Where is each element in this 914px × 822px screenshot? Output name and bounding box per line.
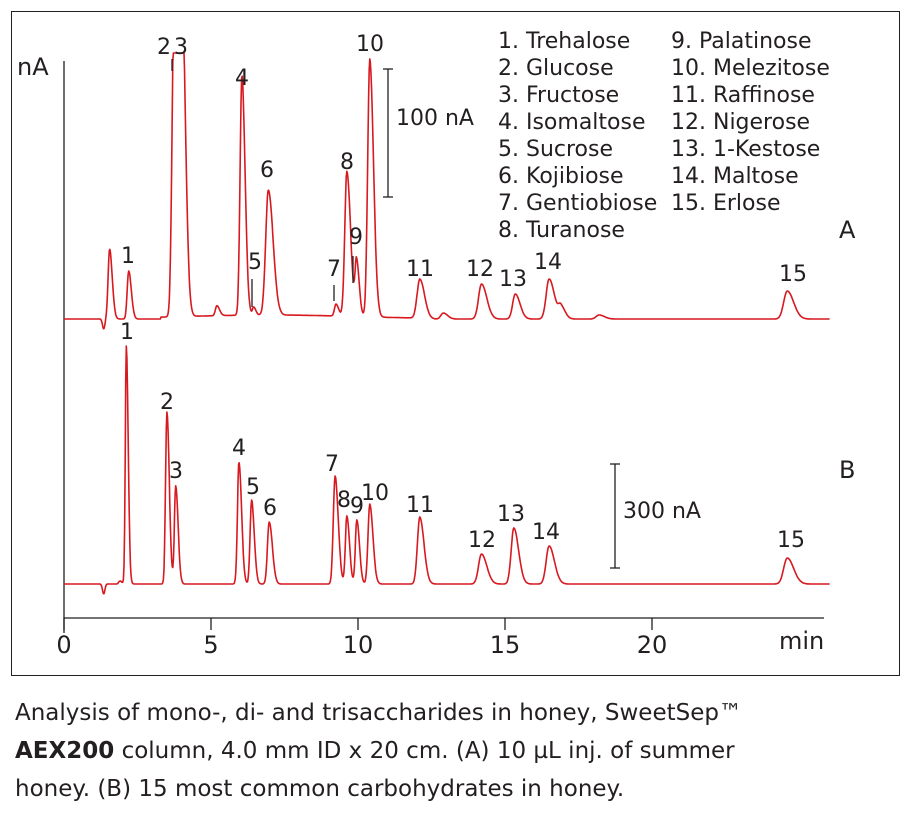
peak-label: 4 <box>235 66 249 91</box>
peak-label: 11 <box>406 257 434 282</box>
peak-label: 8 <box>337 488 351 513</box>
peak-label: 4 <box>232 436 246 461</box>
peak-label: 12 <box>468 528 496 553</box>
caption-line-2: AEX200 column, 4.0 mm ID x 20 cm. (A) 10… <box>15 732 900 770</box>
peak-label: 3 <box>174 35 188 60</box>
peak-label: 10 <box>356 32 384 57</box>
chromatogram-plot: nA min 0 5 10 15 20 100 nA 300 nA A B 12 3456… <box>17 29 856 659</box>
caption-line-2-rest: column, 4.0 mm ID x 20 cm. (A) 10 µL inj… <box>114 738 735 764</box>
legend-item: 4. Isomaltose <box>498 110 646 135</box>
legend-item: 9. Palatinose <box>671 29 811 54</box>
x-tick-label: 5 <box>203 631 218 659</box>
peak-label: 5 <box>246 475 260 500</box>
legend-item: 11. Raffinose <box>671 83 815 108</box>
legend-item: 3. Fructose <box>498 83 619 108</box>
panel-label-a: A <box>839 216 856 244</box>
peak-label: 14 <box>534 250 562 275</box>
trace-b <box>63 345 830 595</box>
peak-label: 7 <box>325 452 339 477</box>
legend-item: 2. Glucose <box>498 56 614 81</box>
peak-label: 13 <box>499 267 527 292</box>
legend-item: 10. Melezitose <box>671 56 830 81</box>
figure-caption: Analysis of mono-, di- and trisaccharide… <box>15 694 900 808</box>
x-axis-unit: min <box>779 627 824 655</box>
peak-label: 8 <box>340 150 354 175</box>
legend-item: 15. Erlose <box>671 191 781 216</box>
scale-bar-b: 300 nA <box>610 463 701 569</box>
legend-item: 13. 1-Kestose <box>671 137 820 162</box>
peak-label: 9 <box>349 225 363 250</box>
caption-line-1: Analysis of mono-, di- and trisaccharide… <box>15 700 742 726</box>
legend-item: 12. Nigerose <box>671 110 810 135</box>
peak-label: 11 <box>406 493 434 518</box>
peak-label: 10 <box>361 481 389 506</box>
scale-bar-a: 100 nA <box>383 68 474 198</box>
peak-label: 5 <box>248 250 262 275</box>
legend-item: 8. Turanose <box>498 218 625 243</box>
peak-label: 7 <box>327 257 341 282</box>
legend: 1. Trehalose 2. Glucose 3. Fructose 4. I… <box>498 29 830 243</box>
legend-item: 7. Gentiobiose <box>498 191 657 216</box>
legend-item: 1. Trehalose <box>498 29 630 54</box>
x-tick-label: 15 <box>490 631 521 659</box>
peak-label: 12 <box>466 257 494 282</box>
x-ticks: 0 5 10 15 20 <box>56 618 667 659</box>
y-axis-label: nA <box>17 53 49 81</box>
scale-bar-a-label: 100 nA <box>396 106 474 131</box>
peak-label: 15 <box>777 528 805 553</box>
peak-label: 6 <box>260 158 274 183</box>
peak-label: 14 <box>532 520 560 545</box>
caption-line-3: honey. (B) 15 most common carbohydrates … <box>15 776 625 802</box>
trace-a <box>63 52 830 330</box>
legend-item: 14. Maltose <box>671 164 799 189</box>
legend-item: 6. Kojibiose <box>498 164 624 189</box>
caption-bold-text: AEX200 <box>15 738 115 764</box>
peak-label: 3 <box>169 459 183 484</box>
x-tick-label: 20 <box>637 631 668 659</box>
peak-label: 13 <box>497 502 525 527</box>
legend-item: 5. Sucrose <box>498 137 613 162</box>
peak-label: 15 <box>779 262 807 287</box>
peak-label: 6 <box>263 496 277 521</box>
scale-bar-b-label: 300 nA <box>623 499 701 524</box>
peak-label: 2 <box>157 35 171 60</box>
x-tick-label: 10 <box>343 631 374 659</box>
panel-label-b: B <box>839 456 855 484</box>
peak-label: 9 <box>350 494 364 519</box>
peak-label: 1 <box>121 244 135 269</box>
peak-label: 2 <box>160 390 174 415</box>
x-tick-label: 0 <box>56 631 71 659</box>
peak-label: 1 <box>120 320 134 345</box>
